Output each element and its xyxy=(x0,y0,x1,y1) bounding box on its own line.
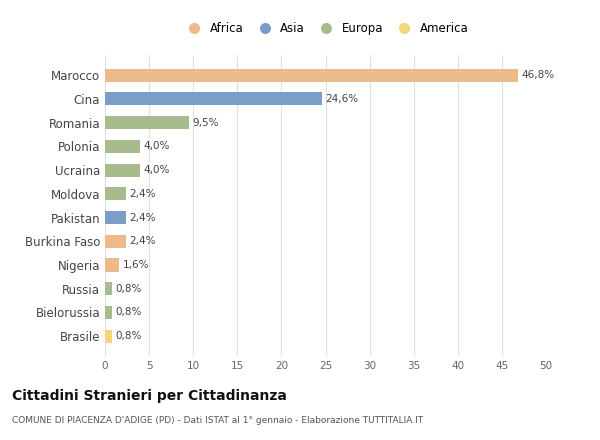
Bar xyxy=(105,140,140,153)
Bar xyxy=(105,330,112,343)
Bar xyxy=(105,211,126,224)
Text: 0,8%: 0,8% xyxy=(116,284,142,294)
Text: 2,4%: 2,4% xyxy=(130,189,156,199)
Legend: Africa, Asia, Europa, America: Africa, Asia, Europa, America xyxy=(179,19,472,39)
Text: Cittadini Stranieri per Cittadinanza: Cittadini Stranieri per Cittadinanza xyxy=(12,389,287,403)
Text: 0,8%: 0,8% xyxy=(116,331,142,341)
Bar xyxy=(105,69,518,82)
Text: 46,8%: 46,8% xyxy=(521,70,554,80)
Bar xyxy=(105,187,126,200)
Text: 2,4%: 2,4% xyxy=(130,213,156,223)
Bar xyxy=(105,282,112,295)
Text: 24,6%: 24,6% xyxy=(326,94,359,104)
Bar xyxy=(105,164,140,176)
Text: 2,4%: 2,4% xyxy=(130,236,156,246)
Text: 9,5%: 9,5% xyxy=(193,117,219,128)
Bar xyxy=(105,235,126,248)
Bar xyxy=(105,306,112,319)
Text: 1,6%: 1,6% xyxy=(122,260,149,270)
Text: COMUNE DI PIACENZA D'ADIGE (PD) - Dati ISTAT al 1° gennaio - Elaborazione TUTTIT: COMUNE DI PIACENZA D'ADIGE (PD) - Dati I… xyxy=(12,416,423,425)
Bar xyxy=(105,116,189,129)
Text: 4,0%: 4,0% xyxy=(144,141,170,151)
Text: 4,0%: 4,0% xyxy=(144,165,170,175)
Text: 0,8%: 0,8% xyxy=(116,308,142,317)
Bar xyxy=(105,258,119,271)
Bar xyxy=(105,92,322,106)
